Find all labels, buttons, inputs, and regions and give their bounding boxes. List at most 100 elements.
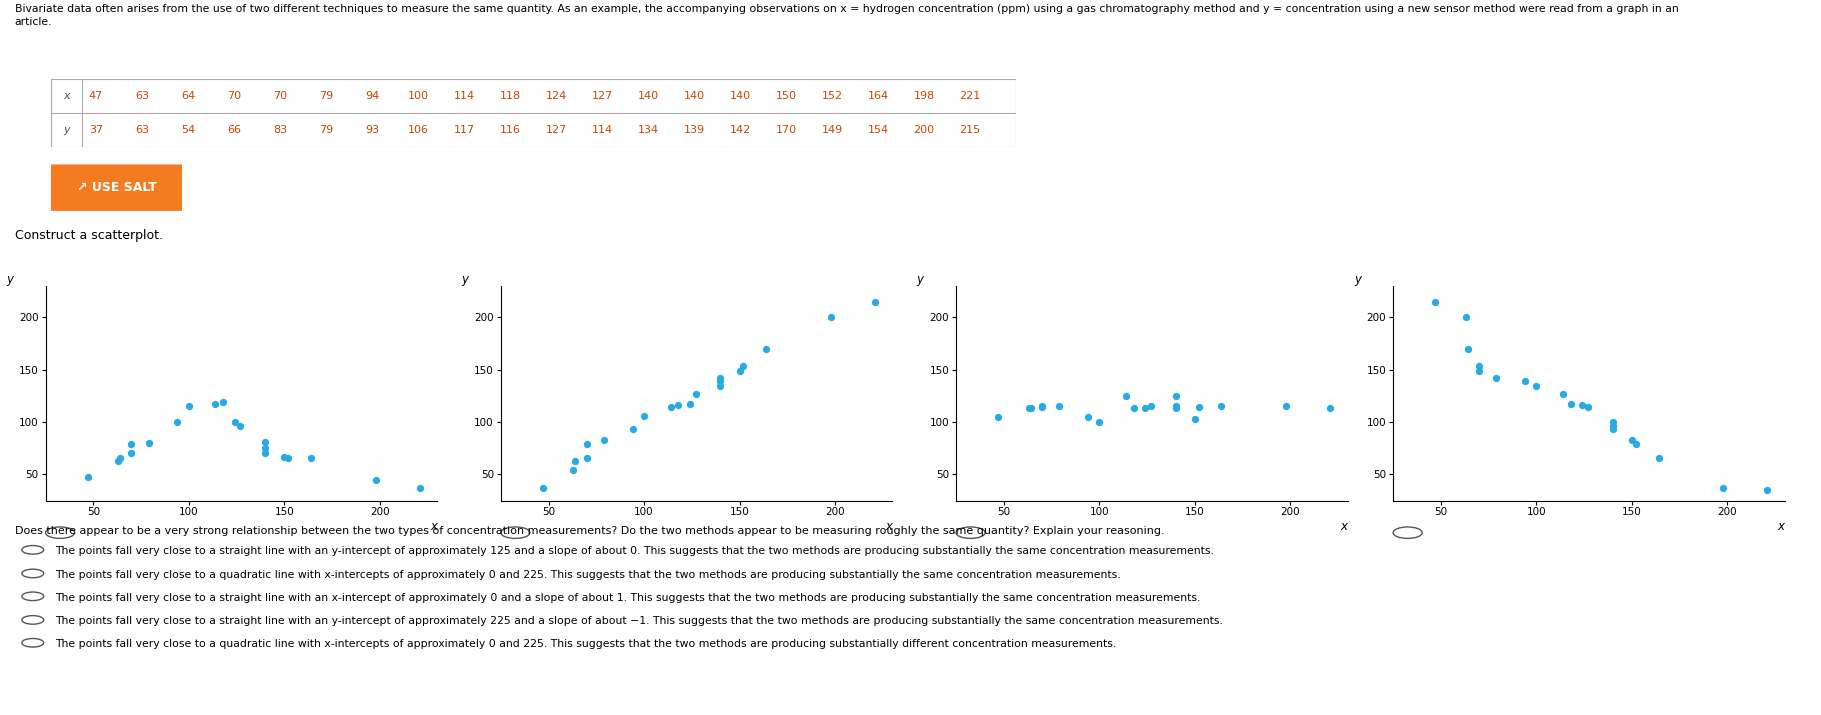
Text: 93: 93 xyxy=(364,124,379,134)
Point xyxy=(1482,373,1511,384)
Text: 37: 37 xyxy=(89,124,104,134)
Y-axis label: y: y xyxy=(1353,273,1360,286)
Text: 54: 54 xyxy=(180,124,195,134)
Point xyxy=(707,373,736,384)
Point xyxy=(656,402,685,413)
Text: 100: 100 xyxy=(408,91,428,101)
Text: 154: 154 xyxy=(867,124,889,134)
Point xyxy=(1073,411,1102,423)
Text: 150: 150 xyxy=(776,91,796,101)
Point xyxy=(1453,343,1482,355)
Text: 114: 114 xyxy=(453,91,475,101)
Point xyxy=(1317,403,1346,414)
Point xyxy=(406,482,435,493)
Text: 47: 47 xyxy=(89,91,104,101)
Point xyxy=(1180,413,1209,425)
Point xyxy=(209,396,239,408)
Text: 127: 127 xyxy=(544,124,566,134)
X-axis label: x: x xyxy=(1340,521,1348,533)
Text: Bivariate data often arises from the use of two different techniques to measure : Bivariate data often arises from the use… xyxy=(15,4,1679,26)
Point xyxy=(1027,400,1056,412)
Point xyxy=(1120,403,1149,414)
Text: 140: 140 xyxy=(637,91,659,101)
Text: 170: 170 xyxy=(776,124,796,134)
Point xyxy=(1557,398,1586,410)
Point xyxy=(1271,400,1300,412)
Point xyxy=(983,411,1012,423)
Text: 79: 79 xyxy=(319,91,333,101)
Text: 134: 134 xyxy=(637,124,659,134)
Point xyxy=(1568,400,1597,411)
Text: 118: 118 xyxy=(499,91,521,101)
Point xyxy=(1207,400,1236,412)
Point xyxy=(106,452,135,463)
X-axis label: x: x xyxy=(430,521,437,533)
Y-axis label: y: y xyxy=(916,273,923,286)
Text: y: y xyxy=(64,124,69,134)
Text: 64: 64 xyxy=(180,91,195,101)
Point xyxy=(251,448,280,459)
Point xyxy=(226,420,255,432)
Point xyxy=(200,398,229,410)
Point xyxy=(816,312,845,323)
Text: 200: 200 xyxy=(914,124,934,134)
Point xyxy=(1464,365,1493,377)
Point xyxy=(135,438,164,449)
Point xyxy=(1016,403,1045,414)
Point xyxy=(1644,452,1673,463)
Point xyxy=(1184,402,1213,413)
Text: ↗ USE SALT: ↗ USE SALT xyxy=(76,181,157,194)
Text: Does there appear to be a very strong relationship between the two types of conc: Does there appear to be a very strong re… xyxy=(15,526,1164,536)
Point xyxy=(1111,390,1140,402)
Point xyxy=(270,451,299,463)
Point xyxy=(175,400,204,412)
Text: 152: 152 xyxy=(821,91,843,101)
X-axis label: x: x xyxy=(885,521,892,533)
Point xyxy=(1162,400,1191,412)
FancyBboxPatch shape xyxy=(44,164,189,211)
Point xyxy=(725,365,754,377)
Point xyxy=(1599,420,1628,432)
Point xyxy=(251,436,280,448)
Text: 198: 198 xyxy=(914,91,934,101)
Text: 127: 127 xyxy=(592,91,612,101)
Point xyxy=(1573,402,1602,413)
Point xyxy=(1162,390,1191,402)
Point xyxy=(590,434,619,445)
Point xyxy=(73,472,102,483)
Point xyxy=(1599,423,1628,435)
Text: 63: 63 xyxy=(135,91,149,101)
Text: 70: 70 xyxy=(228,91,240,101)
Text: 117: 117 xyxy=(453,124,475,134)
Point xyxy=(1754,484,1783,495)
Text: 106: 106 xyxy=(408,124,428,134)
X-axis label: x: x xyxy=(1777,521,1785,533)
Point xyxy=(1548,388,1577,400)
Text: The points fall very close to a straight line with an y-intercept of approximate: The points fall very close to a straight… xyxy=(55,546,1213,556)
Point xyxy=(1522,380,1551,392)
Text: The points fall very close to a quadratic line with x-intercepts of approximatel: The points fall very close to a quadrati… xyxy=(55,570,1120,580)
Point xyxy=(1162,403,1191,414)
Text: 140: 140 xyxy=(730,91,750,101)
Point xyxy=(728,360,758,371)
Text: 164: 164 xyxy=(867,91,889,101)
Point xyxy=(1451,312,1480,323)
Text: 142: 142 xyxy=(730,124,750,134)
Point xyxy=(1464,360,1493,371)
Text: 66: 66 xyxy=(228,124,240,134)
Point xyxy=(559,465,588,476)
Text: 149: 149 xyxy=(821,124,843,134)
Point xyxy=(617,423,646,435)
Text: 124: 124 xyxy=(544,91,566,101)
Point xyxy=(1027,402,1056,413)
Point xyxy=(117,438,146,450)
Point xyxy=(561,455,590,466)
Point xyxy=(861,296,890,307)
Point xyxy=(117,448,146,459)
Point xyxy=(1617,434,1646,445)
Text: The points fall very close to a quadratic line with x-intercepts of approximatel: The points fall very close to a quadrati… xyxy=(55,639,1116,649)
Point xyxy=(676,398,705,410)
Text: Construct a scatterplot.: Construct a scatterplot. xyxy=(15,229,162,242)
Point xyxy=(104,455,133,466)
Point xyxy=(665,400,694,411)
